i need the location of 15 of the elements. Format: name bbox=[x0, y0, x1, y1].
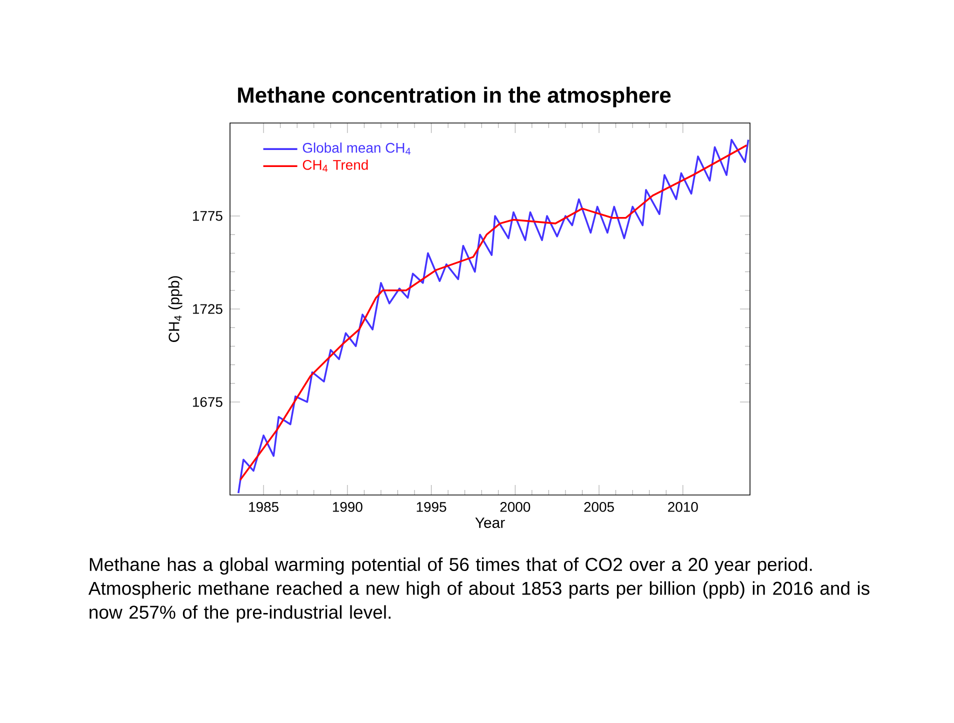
x-tick-label: 1990 bbox=[332, 502, 362, 512]
x-tick-label: 2000 bbox=[500, 502, 530, 512]
legend-label: Global mean CH$_{4}$ bbox=[302, 142, 411, 155]
x-tick-label: 2005 bbox=[584, 502, 614, 512]
y-tick-label: 1725 bbox=[192, 304, 222, 314]
y-axis-title: CH$_{4}$ (ppb) bbox=[168, 276, 182, 342]
text: Methane has a global warming potential of 56 times that of CO2 over a 20 year period. Atmospheric methane reached a new high of about 1853 parts per billion (ppb) in 2016 and is now 257% of the pre-industrial level. bbox=[88, 557, 870, 622]
x-axis-title: Year bbox=[475, 518, 505, 528]
legend-label: CH$_{4}$ Trend bbox=[302, 160, 368, 172]
x-tick-label: 1985 bbox=[249, 502, 278, 512]
x-tick-label: 1995 bbox=[416, 502, 446, 512]
y-tick-label: 1675 bbox=[192, 397, 222, 407]
y-tick-label: 1775 bbox=[192, 211, 222, 221]
x-tick-label: 2010 bbox=[668, 502, 698, 512]
chart-title: Methane concentration in the atmosphere bbox=[238, 86, 671, 108]
